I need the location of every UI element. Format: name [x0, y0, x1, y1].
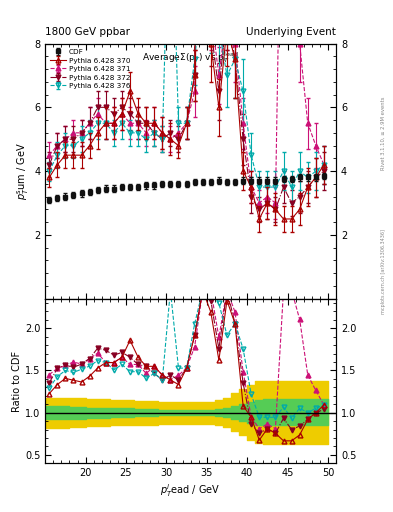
Text: Underlying Event: Underlying Event	[246, 27, 336, 37]
Text: mcplots.cern.ch [arXiv:1306.3436]: mcplots.cern.ch [arXiv:1306.3436]	[381, 229, 386, 314]
Text: Average$\Sigma$(p$_T$) vs p$_T^\mathregular{lead}$: Average$\Sigma$(p$_T$) vs p$_T^\mathregu…	[142, 50, 239, 65]
X-axis label: $p_T^l$ead / GeV: $p_T^l$ead / GeV	[160, 482, 221, 499]
Y-axis label: $p_T^\mathregular{s}$um / GeV: $p_T^\mathregular{s}$um / GeV	[16, 142, 31, 200]
Legend: CDF, Pythia 6.428 370, Pythia 6.428 371, Pythia 6.428 372, Pythia 6.428 376: CDF, Pythia 6.428 370, Pythia 6.428 371,…	[48, 47, 133, 92]
Y-axis label: Ratio to CDF: Ratio to CDF	[12, 351, 22, 412]
Text: Rivet 3.1.10, ≥ 2.9M events: Rivet 3.1.10, ≥ 2.9M events	[381, 96, 386, 170]
Text: 1800 GeV ppbar: 1800 GeV ppbar	[45, 27, 130, 37]
